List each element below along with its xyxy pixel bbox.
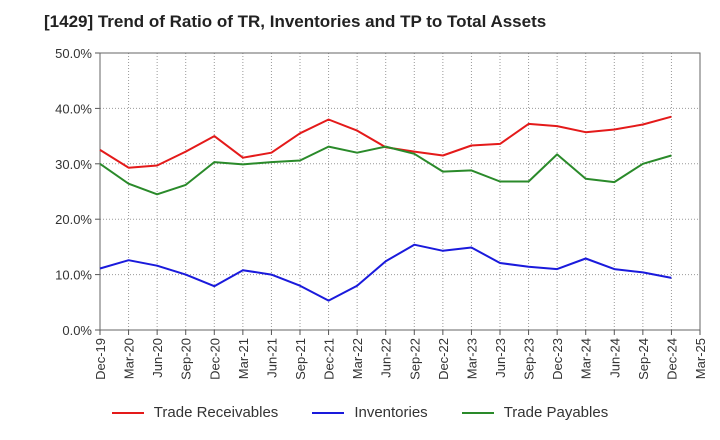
x-tick-label: Jun-23: [493, 338, 508, 378]
legend-item-inventories: Inventories: [312, 404, 428, 421]
x-tick-label: Mar-22: [350, 338, 365, 379]
series-line-trade-receivables: [99, 115, 672, 169]
y-tick-label: 40.0%: [55, 101, 92, 116]
legend-label-inventories: Inventories: [354, 404, 428, 421]
legend-label-trade-payables: Trade Payables: [503, 404, 609, 421]
x-tick-label: Dec-19: [93, 338, 108, 380]
x-tick-label: Mar-25: [693, 338, 708, 379]
legend-label-trade-receivables: Trade Receivables: [153, 404, 279, 421]
x-tick-label: Mar-23: [464, 338, 479, 379]
y-tick-label: 30.0%: [55, 157, 92, 172]
x-tick-label: Sep-23: [522, 338, 537, 380]
x-tick-label: Sep-22: [407, 338, 422, 380]
legend-swatch-inventories: [312, 411, 345, 414]
x-tick-label: Sep-24: [636, 338, 651, 380]
x-tick-label: Jun-22: [379, 338, 394, 378]
y-tick-label: 20.0%: [55, 212, 92, 227]
x-tick-label: Mar-20: [122, 338, 137, 379]
chart-title: [1429] Trend of Ratio of TR, Inventories…: [44, 12, 547, 31]
series-line-trade-payables: [99, 145, 672, 196]
x-tick-label: Jun-24: [607, 338, 622, 378]
series-line-inventories: [99, 243, 672, 302]
legend: Trade Receivables Inventories Trade Paya…: [0, 404, 720, 421]
legend-swatch-trade-receivables: [111, 411, 144, 414]
y-tick-label: 50.0%: [55, 46, 92, 61]
x-tick-label: Sep-20: [179, 338, 194, 380]
y-tick-label: 10.0%: [55, 268, 92, 283]
legend-swatch-trade-payables: [461, 411, 494, 414]
x-tick-label: Dec-23: [550, 338, 565, 380]
legend-item-trade-receivables: Trade Receivables: [111, 404, 279, 421]
x-tick-label: Sep-21: [293, 338, 308, 380]
x-tick-label: Jun-20: [150, 338, 165, 378]
x-tick-label: Dec-20: [207, 338, 222, 380]
x-tick-label: Jun-21: [264, 338, 279, 378]
x-tick-label: Dec-21: [322, 338, 337, 380]
x-tick-label: Mar-21: [236, 338, 251, 379]
y-tick-label: 0.0%: [62, 323, 92, 338]
x-tick-label: Dec-24: [664, 338, 679, 380]
legend-item-trade-payables: Trade Payables: [461, 404, 609, 421]
x-tick-label: Dec-22: [436, 338, 451, 380]
x-tick-label: Mar-24: [579, 338, 594, 379]
plot-frame: [99, 52, 701, 331]
